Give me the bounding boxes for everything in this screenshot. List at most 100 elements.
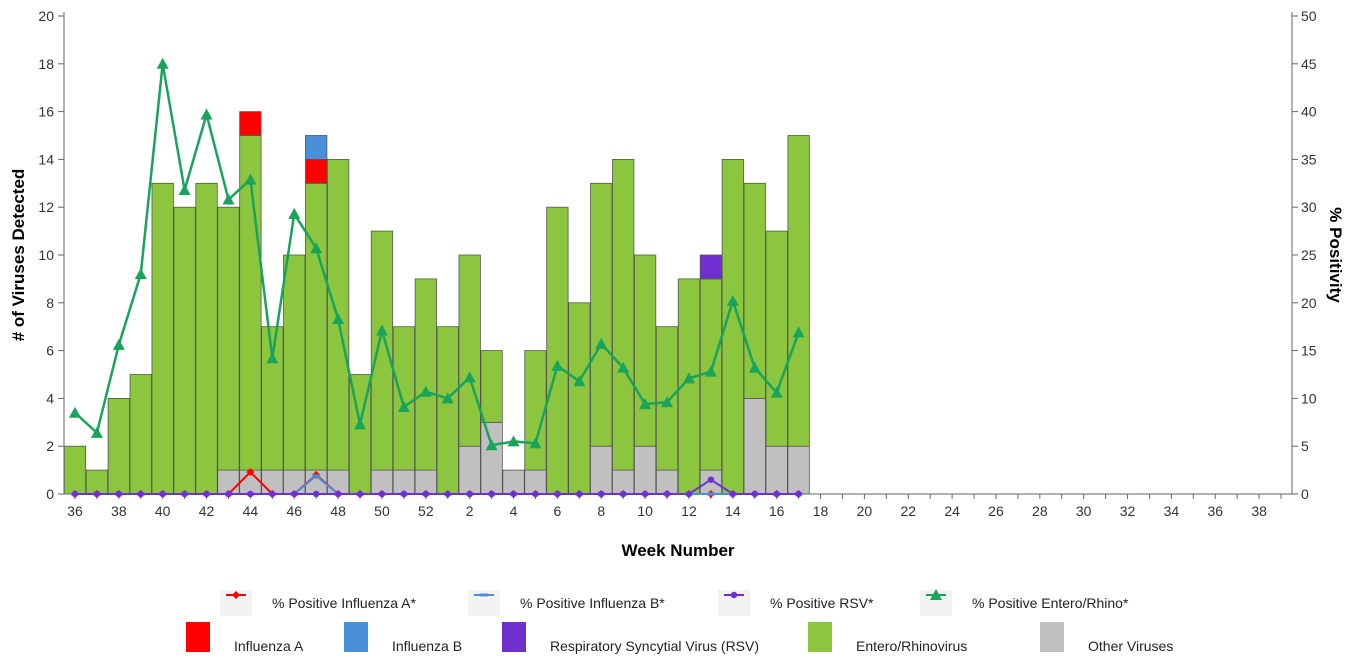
y2-tick-label: 10	[1301, 390, 1317, 406]
x-tick-label: 16	[769, 503, 785, 519]
line--positive-entero-rhino-	[74, 63, 800, 447]
y-tick-label: 2	[46, 438, 54, 454]
point--positive-entero-rhino--17	[441, 392, 454, 404]
x-tick-label: 46	[286, 503, 302, 519]
legend-label--positive-entero-rhino-: % Positive Entero/Rhino*	[972, 595, 1129, 611]
point--positive-entero-rhino--6	[200, 108, 213, 120]
y-tick-label: 14	[38, 151, 54, 167]
x-tick-label: 30	[1076, 503, 1092, 519]
point--positive-rsv--0	[71, 490, 79, 498]
x-tick-label: 20	[857, 503, 873, 519]
point--positive-entero-rhino--10	[288, 207, 301, 219]
y-tick-label: 12	[38, 199, 54, 215]
point--positive-rsv--13	[356, 490, 364, 498]
bar-entero-rhinovirus-5	[173, 206, 196, 495]
legend-swatch-influenza-b	[344, 622, 368, 652]
y-tick-label: 10	[38, 247, 54, 263]
bar-entero-rhinovirus-24	[590, 182, 613, 447]
legend-label-other-viruses: Other Viruses	[1088, 638, 1173, 654]
y2-tick-label: 20	[1301, 295, 1317, 311]
point--positive-rsv--20	[510, 490, 517, 498]
point--positive-entero-rhino--24	[595, 337, 608, 349]
bar-entero-rhinovirus-4	[151, 182, 174, 495]
point--positive-entero-rhino--4	[156, 57, 169, 69]
x-tick-label: 32	[1120, 503, 1136, 519]
y2-tick-label: 45	[1301, 56, 1317, 72]
legend-marker--positive-influenza-b-	[480, 593, 488, 597]
legend-label-respiratory-syncytial-virus-rsv-: Respiratory Syncytial Virus (RSV)	[550, 638, 759, 654]
point--positive-entero-rhino--5	[178, 183, 191, 195]
point--positive-rsv--28	[685, 490, 693, 498]
legend-marker--positive-influenza-a-	[232, 591, 240, 599]
bar-other-viruses-32	[765, 445, 788, 495]
bar-entero-rhinovirus-2	[107, 397, 130, 495]
y-tick-label: 0	[46, 486, 54, 502]
x-tick-label: 10	[637, 503, 653, 519]
legend-marker--positive-entero-rhino-	[930, 589, 942, 600]
point--positive-entero-rhino--15	[397, 401, 410, 413]
bar-influenza-a-11	[305, 158, 328, 184]
point--positive-rsv--14	[378, 490, 386, 498]
y2-tick-label: 40	[1301, 104, 1317, 120]
point--positive-rsv--12	[334, 490, 342, 498]
bar-other-viruses-19	[480, 421, 503, 495]
legend-label--positive-influenza-b-: % Positive Influenza B*	[520, 595, 665, 611]
x-tick-label: 24	[944, 503, 960, 519]
point--positive-rsv--30	[729, 490, 737, 498]
point--positive-entero-rhino--0	[68, 406, 81, 418]
bar-entero-rhinovirus-23	[568, 302, 591, 495]
legend-swatch-influenza-a	[186, 622, 210, 652]
point--positive-rsv--23	[576, 490, 583, 498]
x-tick-label: 4	[510, 503, 518, 519]
bar-influenza-a-8	[239, 111, 262, 136]
bar-entero-rhinovirus-25	[612, 158, 635, 471]
point--positive-rsv--33	[795, 490, 802, 498]
point--positive-entero-rhino--13	[354, 418, 367, 430]
y-tick-label: 20	[38, 8, 54, 24]
legend-label--positive-rsv-: % Positive RSV*	[770, 595, 874, 611]
bar-entero-rhinovirus-26	[633, 254, 657, 447]
point--positive-rsv--4	[159, 490, 166, 498]
point--positive-rsv--32	[773, 490, 780, 498]
bar-entero-rhinovirus-19	[480, 350, 503, 423]
x-tick-label: 38	[111, 503, 127, 519]
point--positive-entero-rhino--21	[529, 437, 542, 449]
legend-marker--positive-rsv-	[730, 591, 738, 599]
point--positive-entero-rhino--14	[375, 324, 388, 336]
legend-swatch-entero-rhinovirus	[808, 622, 832, 652]
bar-entero-rhinovirus-10	[283, 254, 306, 471]
bar-entero-rhinovirus-7	[217, 206, 240, 471]
point--positive-entero-rhino--26	[639, 398, 652, 410]
point--positive-rsv--7	[225, 490, 232, 498]
bar-entero-rhinovirus-33	[787, 135, 810, 447]
point--positive-rsv--21	[532, 490, 539, 498]
point--positive-rsv--22	[554, 490, 561, 498]
point--positive-entero-rhino--9	[266, 352, 279, 364]
y2-axis-title: % Positivity	[1326, 207, 1345, 303]
point--positive-rsv--18	[466, 490, 473, 498]
x-tick-label: 50	[374, 503, 390, 519]
x-tick-label: 36	[67, 503, 83, 519]
point--positive-rsv--24	[598, 490, 605, 498]
point--positive-rsv--19	[488, 490, 495, 498]
x-tick-label: 38	[1251, 503, 1267, 519]
point--positive-rsv--1	[93, 490, 101, 498]
y-tick-label: 18	[38, 56, 54, 72]
bar-entero-rhinovirus-3	[129, 374, 152, 495]
bar-entero-rhinovirus-18	[458, 254, 481, 447]
point--positive-rsv--29	[707, 476, 715, 483]
y-tick-label: 4	[46, 390, 54, 406]
point--positive-rsv--6	[203, 490, 210, 498]
bar-influenza-b-11	[305, 135, 328, 160]
point--positive-entero-rhino--32	[770, 386, 783, 398]
point--positive-rsv--10	[291, 490, 298, 498]
point--positive-entero-rhino--8	[244, 173, 257, 185]
bar-entero-rhinovirus-22	[546, 206, 569, 495]
x-tick-label: 26	[988, 503, 1004, 519]
y-tick-label: 6	[46, 343, 54, 359]
point--positive-rsv--27	[663, 490, 671, 498]
point--positive-entero-rhino--27	[661, 396, 674, 408]
bar-entero-rhinovirus-31	[743, 182, 766, 399]
point--positive-entero-rhino--11	[310, 242, 323, 254]
